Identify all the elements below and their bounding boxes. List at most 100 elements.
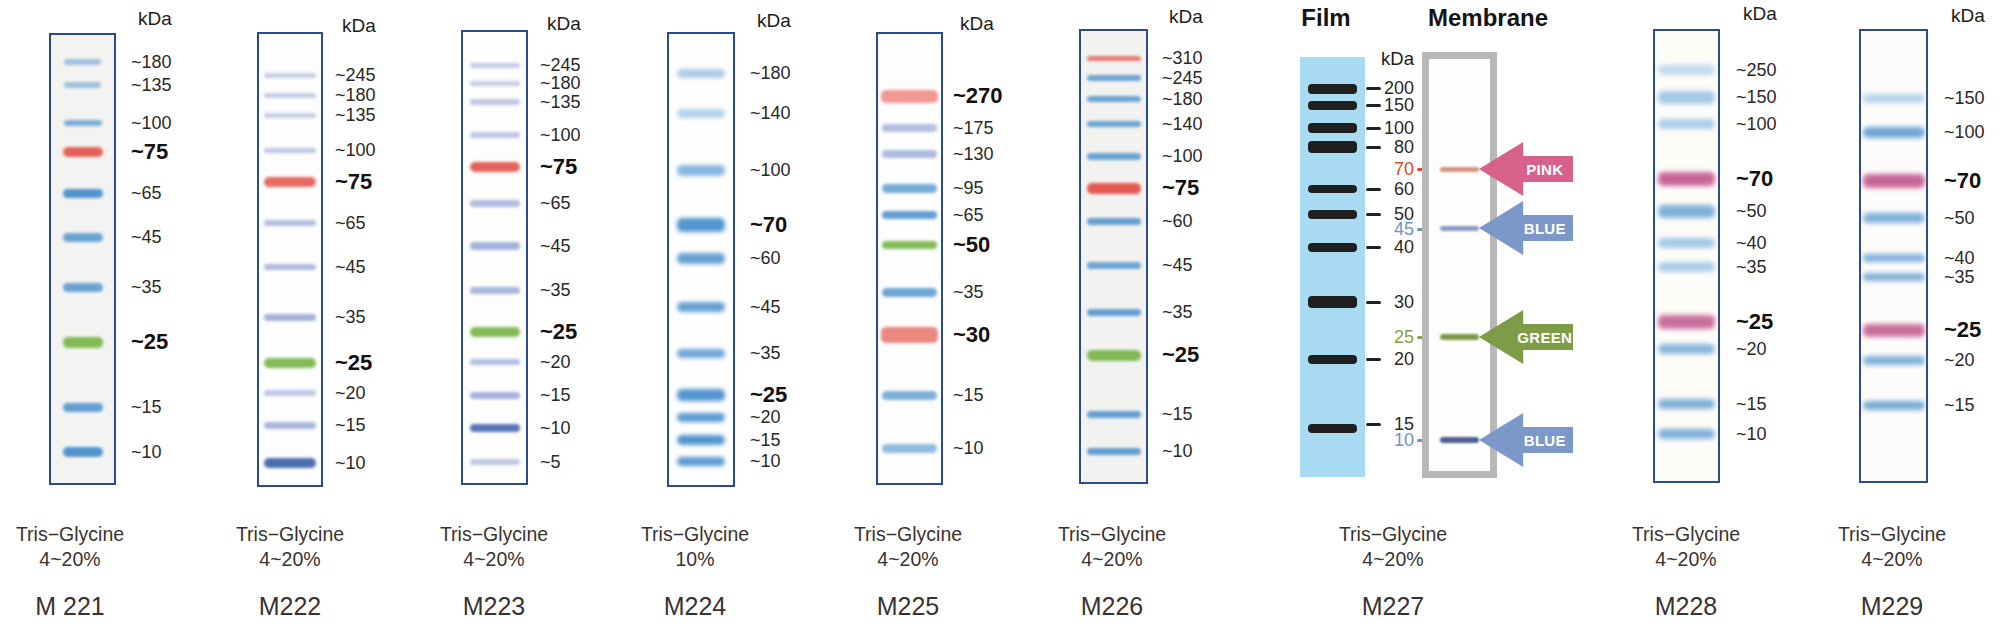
lane-m222-band-75-label: ~75 bbox=[335, 168, 372, 196]
lane-m225-gel-type-line1: Tris−Glycine bbox=[818, 522, 998, 547]
lane-m228-caption: Tris−Glycine4~20% M228 bbox=[1596, 522, 1776, 621]
lane-m225-gel-type-line2: 4~20% bbox=[818, 547, 998, 572]
lane-m225-band-65-label: ~65 bbox=[953, 201, 984, 229]
lane-m223-band-35 bbox=[470, 287, 520, 294]
lane-m225-band-10 bbox=[882, 444, 937, 453]
lane-m227-gel-type-line1: Tris−Glycine bbox=[1303, 522, 1483, 547]
lane-m222-band-10 bbox=[264, 458, 316, 468]
film-band-80 bbox=[1308, 141, 1357, 153]
lane-m229-band-150 bbox=[1863, 94, 1925, 103]
lane-m225-caption: Tris−Glycine4~20%M225 bbox=[818, 522, 998, 621]
film-band-30 bbox=[1308, 296, 1357, 308]
lane-m228-band-40 bbox=[1658, 238, 1715, 248]
film-scale-200-tick bbox=[1366, 87, 1381, 90]
lane-m228-band-25 bbox=[1658, 315, 1715, 329]
lane-m224-band-100-label: ~100 bbox=[750, 156, 791, 184]
lane-m229-band-15-label: ~15 bbox=[1944, 391, 1975, 419]
lane-m224-band-140-label: ~140 bbox=[750, 99, 791, 127]
lane-m224-band-15 bbox=[677, 435, 725, 445]
lane-m223-band-180 bbox=[470, 81, 520, 86]
lane-m225-band-95 bbox=[882, 184, 937, 193]
lane-m225-band-30-label: ~30 bbox=[953, 321, 990, 349]
lane-m222-band-75 bbox=[264, 177, 316, 187]
lane-m221-band-100-label: ~100 bbox=[131, 109, 172, 137]
lane-m224-band-45 bbox=[677, 302, 725, 312]
lane-m229-band-50-label: ~50 bbox=[1944, 204, 1975, 232]
membrane-band-45 bbox=[1440, 226, 1479, 231]
lane-m224-band-70-label: ~70 bbox=[750, 211, 787, 239]
film-scale-40-tick bbox=[1366, 246, 1381, 249]
lane-m224-band-20 bbox=[677, 413, 725, 422]
lane-m223-band-5 bbox=[470, 459, 520, 465]
lane-m223-caption: Tris−Glycine4~20%M223 bbox=[404, 522, 584, 621]
lane-m222-kda-header: kDa bbox=[342, 15, 376, 37]
lane-m224-band-35-label: ~35 bbox=[750, 339, 781, 367]
lane-m228-band-10 bbox=[1658, 429, 1715, 439]
lane-m228-gel-type-line2: 4~20% bbox=[1596, 547, 1776, 572]
lane-m223-gel-type-line1: Tris−Glycine bbox=[404, 522, 584, 547]
lane-m225-band-130 bbox=[882, 150, 937, 158]
lane-m226-band-15-label: ~15 bbox=[1162, 400, 1193, 428]
lane-m221-band-15 bbox=[63, 403, 103, 412]
lane-m222-band-100-label: ~100 bbox=[335, 136, 376, 164]
lane-m226-band-310 bbox=[1087, 56, 1141, 61]
lane-m223-band-10-label: ~10 bbox=[540, 414, 571, 442]
lane-m229-band-100 bbox=[1863, 127, 1925, 138]
film-band-150 bbox=[1308, 101, 1357, 110]
lane-m224-model-label: M224 bbox=[605, 592, 785, 621]
lane-m224-band-140 bbox=[677, 109, 725, 118]
lane-m221-band-75-label: ~75 bbox=[131, 138, 168, 166]
lane-m225-band-10-label: ~10 bbox=[953, 434, 984, 462]
lane-m223-band-15 bbox=[470, 392, 520, 399]
lane-m221-band-25 bbox=[63, 337, 103, 348]
lane-m229-band-35-label: ~35 bbox=[1944, 263, 1975, 291]
lane-m221-gel-type-line1: Tris−Glycine bbox=[0, 522, 160, 547]
lane-m227-caption: Tris−Glycine4~20%M227 bbox=[1303, 522, 1483, 621]
film-scale-100-tick bbox=[1366, 127, 1381, 130]
lane-m226-band-180 bbox=[1087, 96, 1141, 102]
lane-m228-gel-type-line1: Tris−Glycine bbox=[1596, 522, 1776, 547]
lane-m224-caption: Tris−Glycine10%M224 bbox=[605, 522, 785, 621]
film-title: Film bbox=[1246, 4, 1406, 32]
lane-m228-model-label: M228 bbox=[1596, 592, 1776, 621]
film-scale-50-tick bbox=[1366, 213, 1381, 216]
lane-m229-band-40 bbox=[1863, 254, 1925, 262]
lane-m223-band-75-label: ~75 bbox=[540, 153, 577, 181]
lane-m229-band-100-label: ~100 bbox=[1944, 118, 1985, 146]
lane-m229-band-35 bbox=[1863, 273, 1925, 281]
lane-m227-gel-type-line2: 4~20% bbox=[1303, 547, 1483, 572]
lane-m221-band-135 bbox=[64, 82, 101, 88]
lane-m226-band-60-label: ~60 bbox=[1162, 207, 1193, 235]
lane-m229-band-25 bbox=[1863, 324, 1925, 337]
lane-m226-band-10-label: ~10 bbox=[1162, 437, 1193, 465]
film-scale-30-tick bbox=[1366, 301, 1381, 304]
lane-m222-band-135-label: ~135 bbox=[335, 101, 376, 129]
lane-m228-band-250-label: ~250 bbox=[1736, 56, 1777, 84]
lane-m229-gel-type-line2: 4~20% bbox=[1802, 547, 1982, 572]
lane-m229-kda-header: kDa bbox=[1951, 5, 1985, 27]
lane-m221-kda-header: kDa bbox=[138, 8, 172, 30]
lane-m225-band-65 bbox=[882, 211, 937, 219]
lane-m223-band-20 bbox=[470, 359, 520, 365]
lane-m223-band-15-label: ~15 bbox=[540, 381, 571, 409]
membrane-title: Membrane bbox=[1408, 4, 1568, 32]
membrane-band-25 bbox=[1440, 334, 1479, 340]
annotation-arrow-green-2-label: GREEN bbox=[1517, 329, 1573, 346]
lane-m228-band-10-label: ~10 bbox=[1736, 420, 1767, 448]
lane-m223-band-45-label: ~45 bbox=[540, 232, 571, 260]
annotation-arrow-blue-1-label: BLUE bbox=[1517, 220, 1573, 237]
lane-m226-band-10 bbox=[1087, 448, 1141, 455]
film-scale-25-label: 25 bbox=[1372, 325, 1414, 349]
lane-m229-gel-type-line1: Tris−Glycine bbox=[1802, 522, 1982, 547]
lane-m228-band-70-label: ~70 bbox=[1736, 165, 1773, 193]
film-scale-80-tick bbox=[1366, 146, 1381, 149]
lane-m229-band-50 bbox=[1863, 213, 1925, 223]
lane-m221-band-65 bbox=[63, 189, 103, 198]
lane-m221-strip bbox=[49, 33, 116, 485]
lane-m223-band-135 bbox=[470, 99, 520, 105]
film-scale-10-label: 10 bbox=[1372, 428, 1414, 452]
lane-m228-band-100 bbox=[1658, 119, 1715, 129]
lane-m225-kda-header: kDa bbox=[960, 13, 994, 35]
lane-m229-band-20 bbox=[1863, 356, 1925, 365]
annotation-arrow-blue-3-label: BLUE bbox=[1517, 432, 1573, 449]
